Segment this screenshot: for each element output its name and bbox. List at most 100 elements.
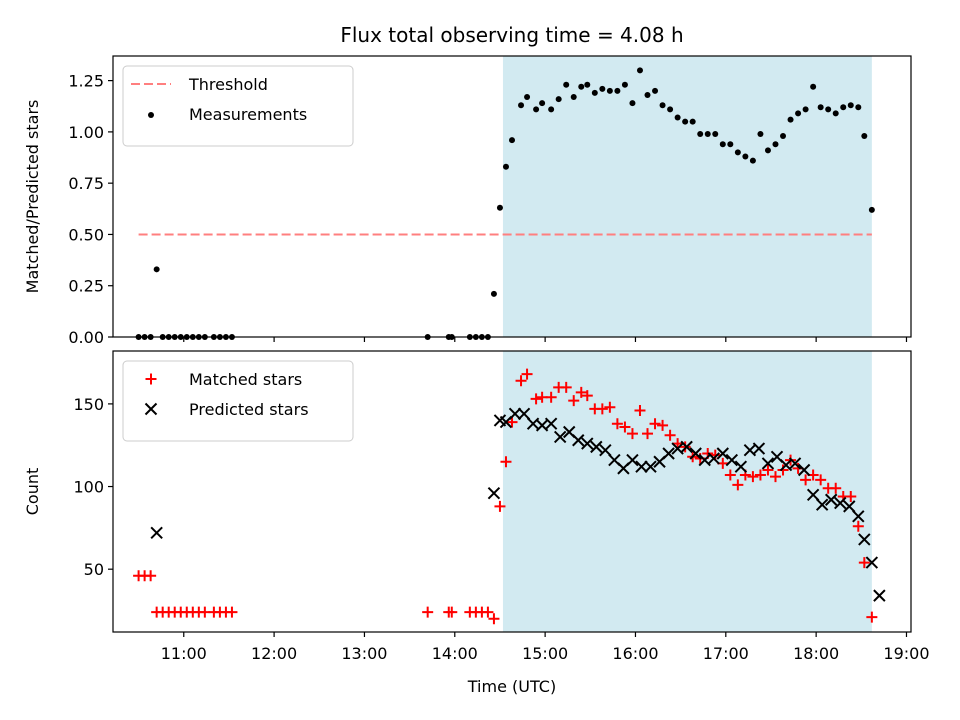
- data-point: [490, 290, 497, 297]
- data-point: [845, 490, 857, 502]
- data-point: [629, 100, 636, 107]
- data-point: [834, 496, 847, 510]
- data-point: [611, 418, 623, 430]
- data-point: [724, 469, 736, 481]
- data-point: [515, 375, 527, 387]
- data-point: [858, 533, 871, 546]
- data-point: [797, 463, 811, 477]
- data-point: [659, 102, 666, 109]
- data-point: [539, 100, 546, 107]
- data-point: [626, 453, 639, 467]
- data-point: [581, 437, 594, 450]
- data-point: [644, 460, 657, 473]
- data-point: [496, 204, 503, 211]
- data-point: [772, 141, 779, 148]
- data-point: [626, 428, 638, 440]
- data-point: [712, 130, 719, 137]
- data-point: [644, 91, 651, 98]
- data-point: [153, 266, 160, 273]
- data-point: [830, 482, 842, 494]
- data-point: [521, 368, 533, 380]
- data-point: [591, 89, 598, 96]
- data-point: [555, 96, 562, 103]
- data-point: [815, 498, 829, 511]
- data-point: [524, 94, 531, 101]
- data-point: [843, 500, 856, 513]
- data-point: [674, 114, 681, 121]
- data-point: [734, 460, 748, 473]
- data-point: [506, 416, 518, 428]
- observing-interval-shade: [502, 56, 872, 337]
- x-tick-label: 16:00: [612, 644, 658, 663]
- y-tick-label: 1.25: [68, 72, 104, 91]
- x-tick-label: 17:00: [703, 644, 749, 663]
- data-point: [500, 456, 512, 468]
- legend-box: [122, 360, 354, 442]
- data-point: [634, 405, 646, 417]
- x-tick-label: 18:00: [793, 644, 839, 663]
- legend-label: Measurements: [189, 105, 307, 124]
- top-panel: 0.00 0.25 0.50 0.75 1.00 1.25 Matched/Predicte…: [23, 55, 912, 347]
- data-point: [649, 418, 661, 430]
- data-point: [487, 486, 501, 500]
- data-point: [840, 104, 847, 111]
- y-tick-label: 0.00: [68, 328, 104, 347]
- y-tick-label: 0.25: [68, 277, 104, 296]
- data-point: [732, 479, 744, 491]
- data-point: [662, 447, 675, 460]
- data-point: [716, 447, 729, 460]
- axes-frame: [112, 350, 912, 633]
- data-point: [570, 94, 577, 101]
- data-point: [861, 132, 868, 139]
- data-point: [707, 452, 720, 465]
- data-point: [568, 395, 580, 407]
- data-point: [604, 401, 616, 413]
- chart-title: Flux total observing time = 4.08 h: [340, 23, 683, 47]
- data-point: [858, 557, 870, 569]
- bottom-panel: 50 100 150 11:00 12:00 13:00 14:00 15:00 16:00 17…: [23, 350, 930, 663]
- y-tick-label: 150: [73, 395, 104, 414]
- y-tick-label: 0.50: [68, 225, 104, 244]
- data-point: [488, 613, 500, 625]
- data-point: [596, 403, 608, 415]
- data-point: [572, 434, 585, 447]
- data-point: [769, 471, 781, 483]
- x-tick-label: 15:00: [522, 644, 568, 663]
- data-point: [780, 132, 787, 139]
- data-point: [652, 87, 659, 94]
- y-axis-title: Matched/Predicted stars: [23, 100, 42, 294]
- data-point: [599, 443, 612, 457]
- data-point: [810, 83, 817, 90]
- data-point: [824, 493, 838, 506]
- data-point: [494, 500, 506, 512]
- x-axis-title: Time (UTC): [467, 677, 556, 696]
- x-tick-label: 12:00: [251, 644, 297, 663]
- data-point: [679, 441, 691, 453]
- data-point: [865, 556, 879, 569]
- data-point: [518, 102, 525, 109]
- data-point: [802, 106, 809, 113]
- data-point: [509, 137, 515, 144]
- data-point: [795, 110, 802, 117]
- data-point: [832, 110, 839, 117]
- data-point: [806, 488, 820, 502]
- data-point: [621, 81, 628, 88]
- data-point: [635, 460, 648, 473]
- data-point: [764, 147, 771, 154]
- data-point: [150, 526, 163, 540]
- data-point: [752, 442, 766, 455]
- y-tick-label: 100: [73, 478, 104, 497]
- legend-label: Matched stars: [189, 370, 302, 389]
- legend: Matched stars Predicted stars: [122, 360, 354, 442]
- series-predicted-stars: [150, 407, 886, 602]
- data-point: [517, 407, 531, 421]
- data-point: [682, 118, 689, 125]
- data-point: [563, 81, 570, 88]
- data-point: [742, 153, 749, 160]
- data-point: [533, 106, 540, 113]
- data-point: [482, 606, 494, 618]
- data-point: [446, 606, 458, 618]
- data-point: [825, 106, 832, 113]
- data-point: [606, 87, 613, 94]
